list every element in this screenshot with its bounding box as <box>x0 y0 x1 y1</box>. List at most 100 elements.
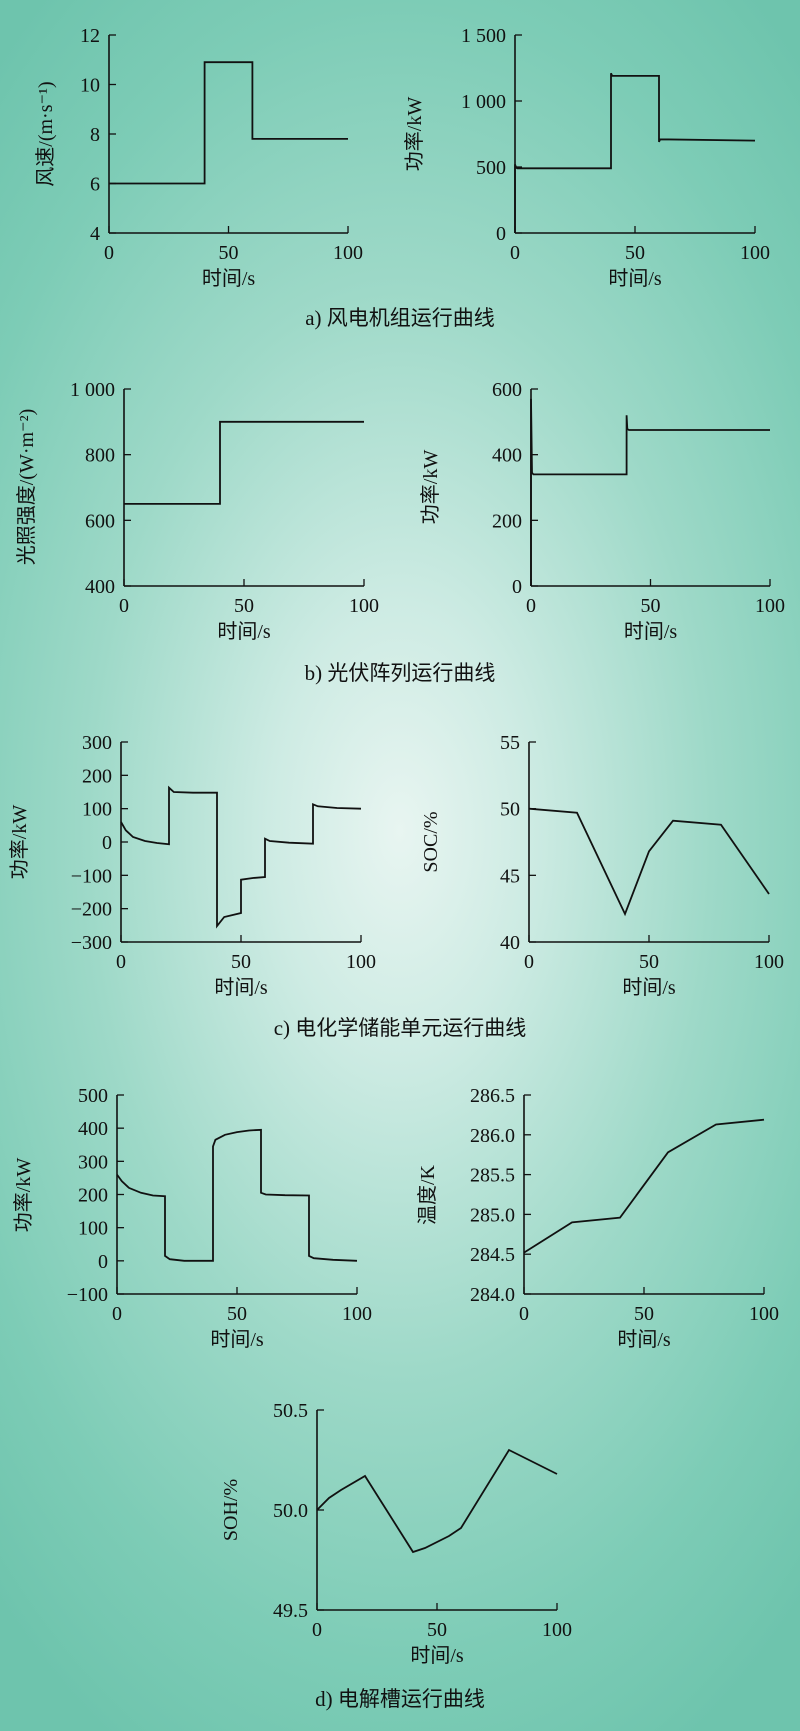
y-tick-label: 286.0 <box>470 1125 515 1147</box>
y-axis-title: 风速/(m·s⁻¹) <box>34 81 57 186</box>
series-line <box>528 807 770 917</box>
x-tick-label: 100 <box>542 1619 572 1641</box>
x-tick-label: 0 <box>116 951 126 973</box>
y-tick-label: 285.5 <box>470 1165 515 1187</box>
x-axis-title: 时间/s <box>617 1328 671 1351</box>
caption-c: c) 电化学储能单元运行曲线 <box>273 1016 527 1040</box>
y-tick-label: 10 <box>80 75 100 97</box>
x-tick-label: 50 <box>219 242 239 264</box>
y-axis-title: 功率/kW <box>12 1158 35 1233</box>
x-tick-label: 50 <box>427 1619 447 1641</box>
y-axis-title: 功率/kW <box>8 805 31 880</box>
x-tick-label: 0 <box>510 242 520 264</box>
y-tick-label: 100 <box>82 799 112 821</box>
y-tick-label: 0 <box>496 223 506 245</box>
x-tick-label: 100 <box>346 951 376 973</box>
y-tick-label: 286.5 <box>470 1085 515 1107</box>
x-tick-label: 0 <box>519 1303 529 1325</box>
y-tick-label: 400 <box>78 1118 108 1140</box>
y-axis-title: 光照强度/(W·m⁻²) <box>15 409 38 566</box>
x-tick-label: 0 <box>119 595 129 617</box>
chart-b-irradiance: 400 600 800 1 000 0 50 100 时间/s 光照强度/(W·m⁻²) <box>15 379 379 643</box>
x-axis-title: 时间/s <box>217 620 271 643</box>
x-axis-title: 时间/s <box>608 267 662 290</box>
x-tick-label: 50 <box>641 595 661 617</box>
x-tick-label: 100 <box>349 595 379 617</box>
chart-c-soc: 40 45 50 55 0 50 100 时间/s SOC/% <box>420 732 784 999</box>
y-tick-label: 50 <box>500 799 520 821</box>
y-tick-label: 284.5 <box>470 1244 515 1266</box>
y-axis-title: SOH/% <box>220 1479 242 1541</box>
y-tick-label: 0 <box>512 576 522 598</box>
x-axis-title: 时间/s <box>214 976 268 999</box>
y-tick-label: 200 <box>82 765 112 787</box>
y-tick-label: 800 <box>85 445 115 467</box>
x-axis-title: 时间/s <box>622 976 676 999</box>
x-tick-label: 100 <box>754 951 784 973</box>
y-tick-label: 100 <box>78 1218 108 1240</box>
y-tick-label: 500 <box>78 1085 108 1107</box>
y-tick-label: 400 <box>492 445 522 467</box>
y-tick-label: −200 <box>71 899 112 921</box>
x-tick-label: 50 <box>231 951 251 973</box>
y-axis-title: 温度/K <box>416 1164 439 1225</box>
y-tick-label: 6 <box>90 174 100 196</box>
y-tick-label: −100 <box>71 865 112 887</box>
series-line <box>530 398 770 586</box>
x-tick-label: 0 <box>524 951 534 973</box>
series-line <box>120 785 362 929</box>
x-tick-label: 100 <box>342 1303 372 1325</box>
x-tick-label: 50 <box>227 1303 247 1325</box>
x-tick-label: 50 <box>639 951 659 973</box>
y-tick-label: 600 <box>492 379 522 401</box>
chart-a-wind-power: 0 500 1 000 1 500 0 50 100 时间/s 功率/kW <box>403 25 770 290</box>
x-tick-label: 100 <box>749 1303 779 1325</box>
x-tick-label: 50 <box>234 595 254 617</box>
x-tick-label: 100 <box>333 242 363 264</box>
y-tick-label: 1 500 <box>461 25 506 47</box>
y-tick-label: −100 <box>67 1284 108 1306</box>
y-tick-label: 1 000 <box>461 91 506 113</box>
x-axis-title: 时间/s <box>202 267 256 290</box>
y-axis-title: 功率/kW <box>403 97 426 172</box>
series-line <box>116 1128 358 1262</box>
y-tick-label: 0 <box>98 1251 108 1273</box>
series-line <box>316 1448 558 1554</box>
y-axis-title: 功率/kW <box>419 450 442 525</box>
y-tick-label: 4 <box>90 223 100 245</box>
y-tick-label: 8 <box>90 124 100 146</box>
y-axis-title: SOC/% <box>420 811 442 872</box>
chart-d-temperature: 284.0 284.5 285.0 285.5 286.0 286.5 0 50 100 时间/s… <box>416 1085 779 1351</box>
chart-a-wind-speed: 4 6 8 10 12 0 50 100 时间/s 风速/(m·s⁻¹) <box>34 25 363 290</box>
y-tick-label: 12 <box>80 25 100 47</box>
x-axis-title: 时间/s <box>410 1644 464 1667</box>
x-tick-label: 0 <box>112 1303 122 1325</box>
y-tick-label: 400 <box>85 576 115 598</box>
y-tick-label: 1 000 <box>70 379 115 401</box>
y-tick-label: 50.0 <box>273 1500 308 1522</box>
y-tick-label: 300 <box>82 732 112 754</box>
series-line <box>109 61 348 185</box>
x-tick-label: 50 <box>634 1303 654 1325</box>
x-tick-label: 100 <box>755 595 785 617</box>
caption-a: a) 风电机组运行曲线 <box>305 306 495 330</box>
y-tick-label: 284.0 <box>470 1284 515 1306</box>
y-tick-label: 200 <box>492 510 522 532</box>
series-line <box>124 420 364 505</box>
chart-c-ess-power: −300 −200 −100 0 100 200 300 0 50 100 时间/s 功率/kW <box>8 732 376 999</box>
y-tick-label: 50.5 <box>273 1400 308 1422</box>
chart-b-pv-power: 0 200 400 600 0 50 100 时间/s 功率/kW <box>419 379 785 643</box>
x-tick-label: 50 <box>625 242 645 264</box>
x-axis-title: 时间/s <box>624 620 678 643</box>
caption-d: d) 电解槽运行曲线 <box>315 1687 485 1711</box>
x-tick-label: 0 <box>312 1619 322 1641</box>
y-tick-label: −300 <box>71 932 112 954</box>
caption-b: b) 光伏阵列运行曲线 <box>304 661 496 685</box>
y-tick-label: 285.0 <box>470 1204 515 1226</box>
series-line <box>523 1118 765 1254</box>
x-tick-label: 100 <box>740 242 770 264</box>
y-tick-label: 0 <box>102 832 112 854</box>
y-tick-label: 300 <box>78 1151 108 1173</box>
